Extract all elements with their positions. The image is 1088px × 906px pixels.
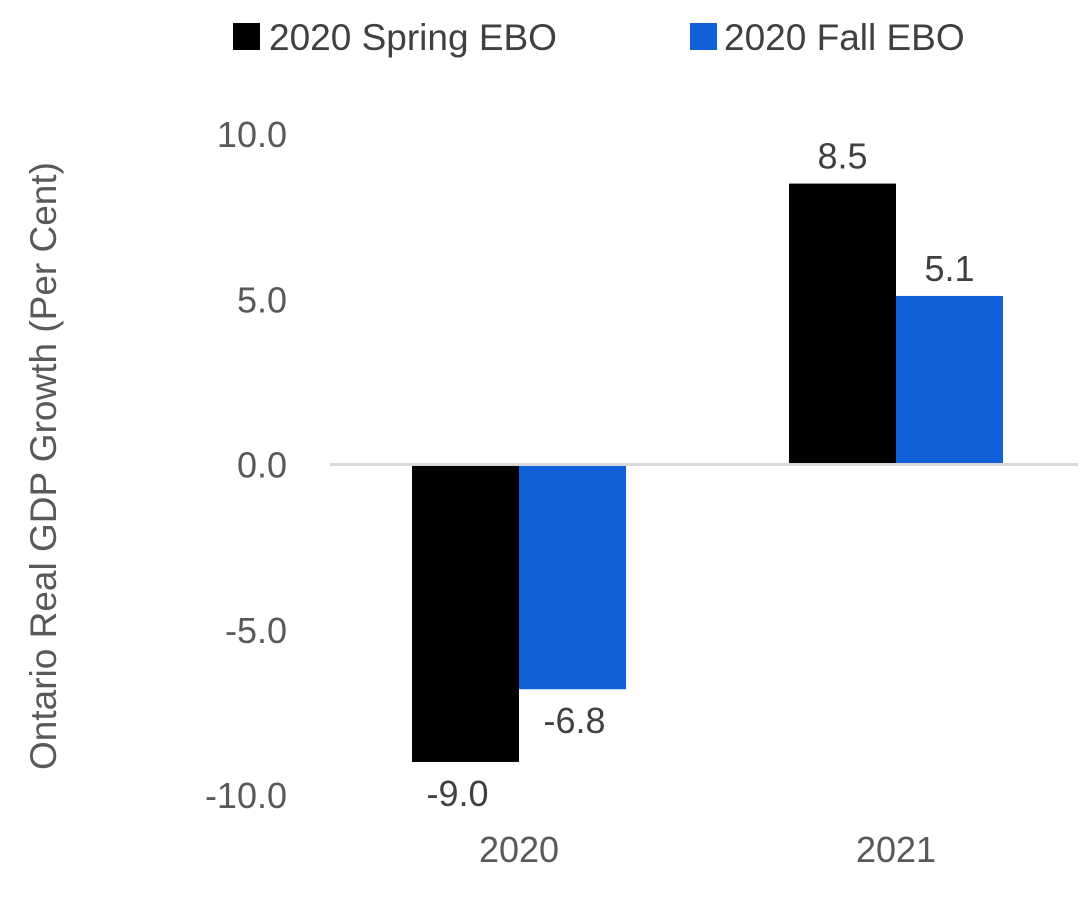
- y-tick-label: 5.0: [237, 279, 287, 320]
- bar-fall-2021: [896, 295, 1003, 465]
- data-label-fall-2021: 5.1: [924, 248, 974, 289]
- data-label-fall-2020: -6.8: [543, 700, 605, 741]
- y-tick-label: -10.0: [205, 775, 287, 816]
- legend-label-spring: 2020 Spring EBO: [269, 17, 557, 58]
- data-label-spring-2021: 8.5: [817, 136, 867, 177]
- y-tick-label: 10.0: [217, 114, 287, 155]
- data-label-spring-2020: -9.0: [426, 773, 488, 814]
- y-tick-label: 0.0: [237, 445, 287, 486]
- y-tick-label: -5.0: [225, 610, 287, 651]
- legend: 2020 Spring EBO 2020 Fall EBO: [233, 17, 965, 58]
- legend-swatch-fall: [690, 23, 717, 50]
- bar-spring-2021: [789, 183, 896, 465]
- data-labels: -9.0 -6.8 8.5 5.1: [426, 136, 974, 814]
- legend-label-fall: 2020 Fall EBO: [724, 17, 965, 58]
- bars: [412, 183, 1003, 762]
- x-category-label: 2021: [856, 829, 936, 870]
- x-category-label: 2020: [479, 829, 559, 870]
- bar-spring-2020: [412, 464, 519, 762]
- legend-swatch-spring: [233, 23, 260, 50]
- bar-fall-2020: [519, 464, 626, 690]
- y-axis-ticks: 10.0 5.0 0.0 -5.0 -10.0: [205, 114, 287, 816]
- y-axis-label: Ontario Real GDP Growth (Per Cent): [23, 162, 64, 770]
- x-axis-categories: 2020 2021: [479, 829, 936, 870]
